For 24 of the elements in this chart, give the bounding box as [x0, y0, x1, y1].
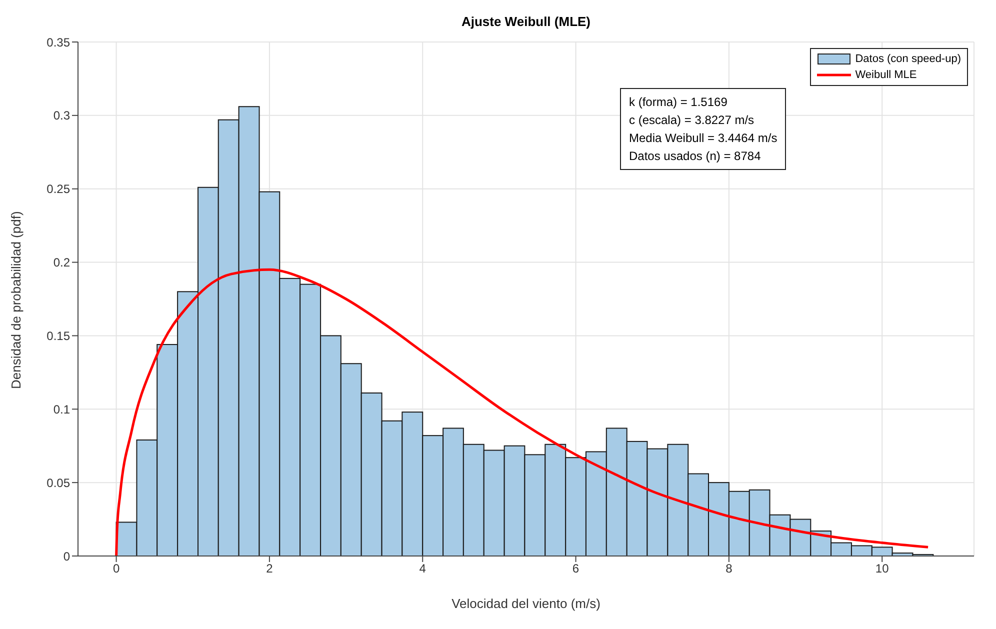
- x-tick-label: 4: [419, 562, 426, 576]
- x-tick-label: 8: [726, 562, 733, 576]
- y-tick-label: 0.05: [46, 476, 70, 490]
- legend-label: Datos (con speed-up): [855, 53, 961, 65]
- y-tick-label: 0.25: [46, 182, 70, 196]
- y-tick-label: 0: [63, 549, 70, 564]
- y-tick-label: 0.15: [46, 328, 70, 343]
- y-tick-label: 0.2: [53, 256, 70, 270]
- x-axis-title: Velocidad del viento (m/s): [452, 596, 600, 611]
- y-tick-label: 0.3: [53, 108, 70, 123]
- annotation: Datos usados (n) = 8784: [629, 148, 762, 165]
- y-tick-label: 0.1: [53, 402, 70, 416]
- annotation: Media Weibull = 3.4464 m/s: [629, 130, 778, 147]
- chart-title: Ajuste Weibull (MLE): [460, 14, 592, 29]
- x-tick-label: 10: [875, 562, 890, 576]
- legend-label: Weibull MLE: [855, 69, 917, 81]
- x-tick-label: 6: [572, 562, 580, 576]
- x-tick-label: 2: [266, 562, 274, 576]
- y-axis-title: Densidad de probabilidad (pdf): [8, 211, 24, 389]
- x-tick-label: 0: [112, 562, 120, 576]
- annotation: k (forma) = 1.5169: [629, 94, 728, 111]
- y-tick-label: 0.35: [46, 35, 70, 50]
- annotation: c (escala) = 3.8227 m/s: [629, 112, 756, 129]
- line-series: [115, 268, 930, 556]
